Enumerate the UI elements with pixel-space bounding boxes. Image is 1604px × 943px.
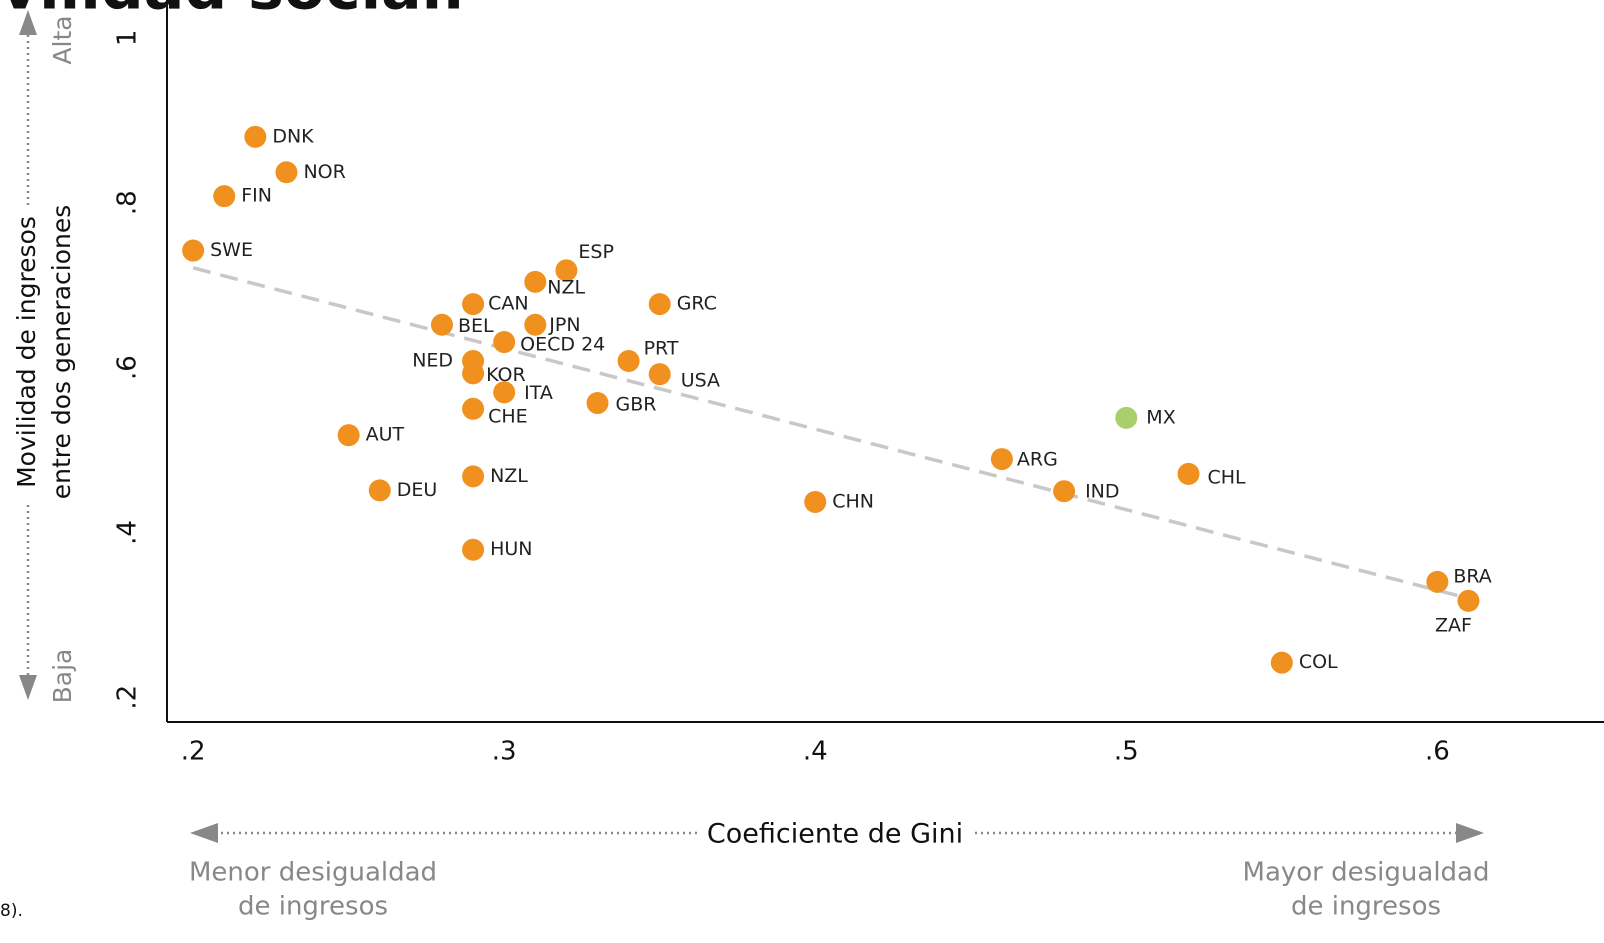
point-label: CAN <box>488 293 528 315</box>
y-tick-label: 1 <box>113 30 143 47</box>
trend-line <box>192 266 1469 601</box>
data-point <box>462 293 485 316</box>
x-tick-label: .4 <box>803 737 828 767</box>
data-point <box>1270 651 1293 674</box>
data-point <box>1115 406 1138 429</box>
x-high-label: Mayor desigualdad <box>1243 858 1490 888</box>
point-label: ZAF <box>1435 614 1472 636</box>
x-axis-label: Coeficiente de Gini <box>707 819 963 850</box>
arrow-head <box>19 10 37 35</box>
x-high-label: de ingresos <box>1291 892 1441 922</box>
arrow-head <box>1456 823 1484 843</box>
data-point <box>462 397 485 420</box>
data-point <box>462 362 485 385</box>
data-point <box>617 350 640 372</box>
data-point <box>368 479 391 502</box>
data-point <box>493 381 516 404</box>
point-label: ESP <box>578 241 614 263</box>
point-label: CHE <box>488 405 528 427</box>
data-point <box>648 293 671 316</box>
y-axis-label: entre dos generaciones <box>47 205 76 500</box>
data-point <box>555 259 578 282</box>
point-label: FIN <box>241 185 272 207</box>
data-point <box>182 239 205 262</box>
data-point <box>586 392 609 415</box>
point-label: JPN <box>548 314 580 336</box>
y-tick-label: .2 <box>113 685 143 710</box>
point-label: CHN <box>832 490 874 512</box>
data-point <box>1177 462 1200 485</box>
data-point <box>275 161 298 184</box>
x-low-label: Menor desigualdad <box>189 858 437 888</box>
point-label: HUN <box>490 538 532 560</box>
data-point <box>430 313 453 336</box>
point-label: CHL <box>1208 466 1247 488</box>
point-label: IND <box>1085 481 1119 503</box>
data-point <box>524 313 547 336</box>
data-point <box>524 270 547 293</box>
data-point <box>1457 589 1480 612</box>
point-label: PRT <box>644 338 679 360</box>
x-tick-label: .3 <box>492 737 517 767</box>
point-label: SWE <box>210 239 253 261</box>
y-tick-label: .6 <box>113 355 143 380</box>
y-tick-label: .8 <box>113 190 143 215</box>
point-label: ARG <box>1017 449 1058 471</box>
point-label: ITA <box>524 382 553 404</box>
point-label: NOR <box>303 161 345 183</box>
point-label: BRA <box>1453 565 1491 587</box>
data-point <box>337 424 360 447</box>
arrow-head <box>19 675 37 700</box>
chart-title: vilidad social. <box>0 0 465 24</box>
point-label: GRC <box>677 293 717 315</box>
point-label: AUT <box>366 424 405 446</box>
point-label: OECD 24 <box>520 334 605 356</box>
data-point <box>804 490 827 513</box>
data-point <box>213 185 236 208</box>
arrow-head <box>190 823 218 843</box>
point-label: GBR <box>616 394 657 416</box>
data-point <box>462 465 485 488</box>
data-point <box>244 125 267 148</box>
point-label: NZL <box>547 276 585 298</box>
point-label: NZL <box>490 465 528 487</box>
point-label: KOR <box>486 364 526 386</box>
y-low-label: Baja <box>48 649 77 704</box>
data-point <box>648 363 671 386</box>
note: 8). <box>0 901 23 921</box>
point-label: DNK <box>272 125 314 147</box>
point-label: NED <box>412 350 453 372</box>
x-tick-label: .5 <box>1114 737 1139 767</box>
point-label: COL <box>1299 651 1338 673</box>
point-label: BEL <box>458 315 494 337</box>
data-point <box>1426 570 1449 593</box>
data-point <box>1053 480 1076 503</box>
point-label: USA <box>681 370 720 392</box>
x-tick-label: .2 <box>181 737 206 767</box>
y-tick-label: .4 <box>113 520 143 545</box>
y-axis-label: Movilidad de ingresos <box>12 216 41 488</box>
data-point <box>462 538 485 561</box>
x-tick-label: .6 <box>1425 737 1450 767</box>
point-label: MX <box>1146 406 1175 428</box>
data-point <box>493 331 516 354</box>
y-high-label: Alta <box>48 15 77 64</box>
data-point <box>990 448 1013 471</box>
x-low-label: de ingresos <box>238 892 388 922</box>
point-label: DEU <box>397 479 438 501</box>
